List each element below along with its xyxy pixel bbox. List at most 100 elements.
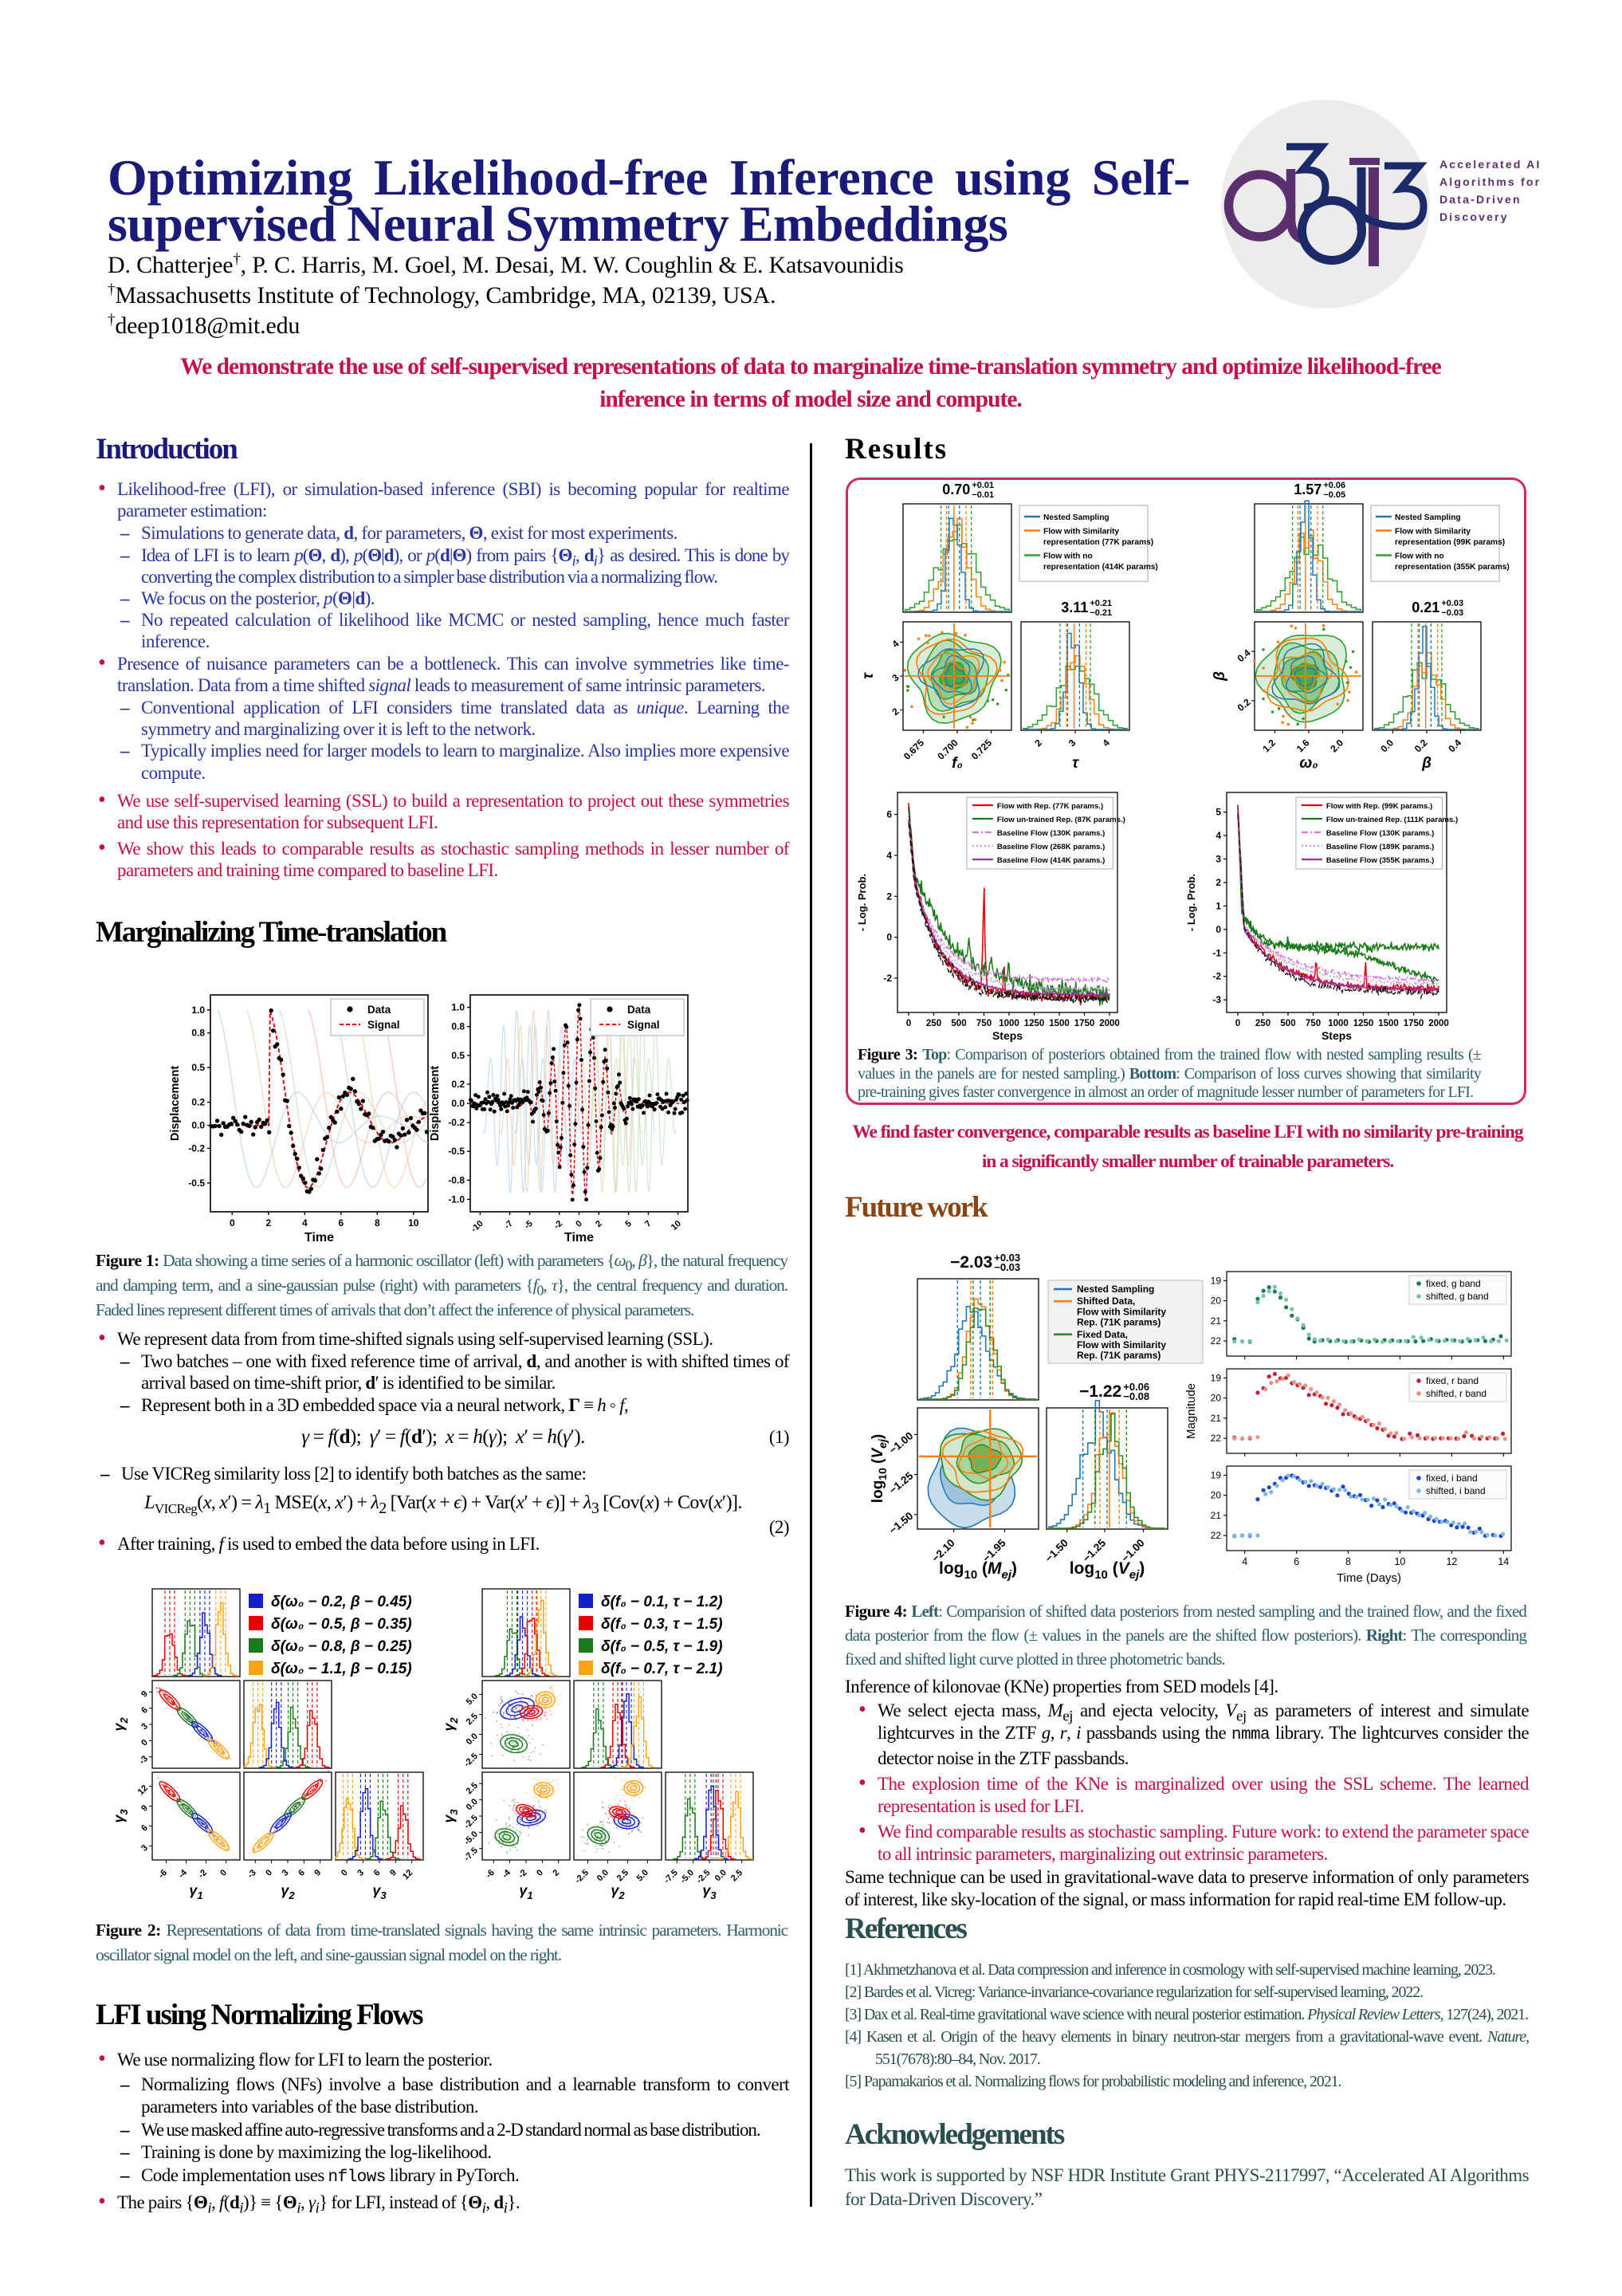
svg-text:6: 6 — [139, 1705, 150, 1716]
svg-text:2: 2 — [886, 890, 892, 902]
svg-text:−0.01: −0.01 — [972, 490, 994, 500]
svg-text:Flow with Similarity: Flow with Similarity — [1043, 528, 1119, 537]
svg-text:Accelerated AI: Accelerated AI — [1439, 158, 1541, 171]
svg-text:10: 10 — [408, 1217, 419, 1229]
svg-text:0.0: 0.0 — [465, 1732, 480, 1747]
svg-text:0: 0 — [886, 932, 892, 943]
svg-text:21: 21 — [1211, 1413, 1222, 1424]
svg-text:-0.5: -0.5 — [448, 1146, 465, 1157]
svg-text:0.2: 0.2 — [451, 1079, 465, 1090]
svg-text:Nested Sampling: Nested Sampling — [1395, 513, 1461, 522]
svg-text:fixed, g band: fixed, g band — [1426, 1278, 1481, 1289]
svg-text:Shifted Data,: Shifted Data, — [1077, 1295, 1135, 1307]
svg-text:−1.50: −1.50 — [1043, 1537, 1070, 1565]
svg-text:0.8: 0.8 — [191, 1028, 205, 1039]
svg-text:0.0: 0.0 — [713, 1868, 729, 1883]
svg-text:shifted, g band: shifted, g band — [1426, 1291, 1489, 1302]
svg-text:-5.0: -5.0 — [678, 1868, 696, 1885]
svg-text:Flow with Similarity: Flow with Similarity — [1077, 1306, 1166, 1317]
svg-text:+0.03: +0.03 — [1441, 599, 1463, 608]
svg-text:Data-Driven: Data-Driven — [1439, 193, 1522, 206]
svg-text:0.0: 0.0 — [451, 1098, 465, 1109]
svg-text:Baseline Flow (414K params.): Baseline Flow (414K params.) — [997, 856, 1105, 865]
svg-text:γ3: γ3 — [441, 1809, 460, 1823]
svg-text:+0.21: +0.21 — [1090, 599, 1112, 608]
svg-text:6: 6 — [297, 1868, 307, 1878]
svg-text:τ: τ — [860, 672, 877, 679]
svg-text:β: β — [1421, 755, 1432, 772]
svg-text:5: 5 — [1216, 807, 1221, 818]
svg-text:Displacement: Displacement — [169, 1066, 182, 1141]
svg-text:0: 0 — [230, 1217, 235, 1229]
svg-text:-2.5: -2.5 — [462, 1751, 480, 1769]
svg-text:τ: τ — [1072, 755, 1079, 772]
svg-text:-5: -5 — [523, 1219, 535, 1231]
svg-text:6: 6 — [1294, 1556, 1299, 1567]
svg-text:Data: Data — [627, 1004, 651, 1016]
svg-text:-7: -7 — [503, 1219, 515, 1231]
svg-text:4: 4 — [886, 850, 892, 861]
svg-text:500: 500 — [1280, 1019, 1295, 1028]
svg-text:3: 3 — [281, 1868, 291, 1878]
svg-text:−0.08: −0.08 — [1123, 1390, 1149, 1402]
svg-text:1.2: 1.2 — [1260, 737, 1278, 754]
svg-text:-2: -2 — [883, 973, 892, 984]
svg-text:δ(f₀ − 0.1, τ − 1.2): δ(f₀ − 0.1, τ − 1.2) — [601, 1594, 723, 1610]
svg-text:0.4: 0.4 — [1446, 737, 1463, 754]
svg-text:Flow with Similarity: Flow with Similarity — [1077, 1339, 1166, 1350]
svg-text:20: 20 — [1211, 1393, 1222, 1404]
svg-text:20: 20 — [1211, 1490, 1222, 1501]
svg-text:0: 0 — [264, 1868, 274, 1878]
svg-text:22: 22 — [1211, 1433, 1222, 1444]
svg-text:Baseline Flow (130K params.): Baseline Flow (130K params.) — [1326, 829, 1434, 838]
svg-text:0: 0 — [535, 1868, 545, 1878]
svg-text:1.0: 1.0 — [191, 1005, 205, 1016]
svg-text:−2.03: −2.03 — [950, 1253, 992, 1272]
svg-text:- Log. Prob.: - Log. Prob. — [1185, 874, 1197, 931]
svg-text:representation (355K params): representation (355K params) — [1395, 563, 1510, 572]
svg-text:1250: 1250 — [1353, 1019, 1374, 1028]
svg-text:2: 2 — [551, 1868, 561, 1878]
svg-text:0.2: 0.2 — [1412, 737, 1430, 754]
svg-text:Displacement: Displacement — [429, 1066, 442, 1141]
svg-text:0.70: 0.70 — [942, 482, 970, 497]
svg-text:log10 (Mej): log10 (Mej) — [939, 1559, 1017, 1582]
svg-text:3: 3 — [1066, 737, 1078, 749]
svg-text:-2: -2 — [516, 1868, 528, 1880]
svg-text:-2: -2 — [1212, 971, 1221, 982]
svg-text:−0.03: −0.03 — [994, 1261, 1020, 1273]
svg-text:3: 3 — [139, 1843, 150, 1854]
svg-text:1.57: 1.57 — [1294, 482, 1322, 497]
svg-text:Magnitude: Magnitude — [1184, 1383, 1198, 1439]
svg-text:Steps: Steps — [1322, 1029, 1352, 1042]
svg-text:4: 4 — [302, 1217, 308, 1229]
svg-text:2: 2 — [1032, 737, 1044, 749]
svg-text:0: 0 — [574, 1219, 584, 1229]
svg-text:2: 2 — [594, 1219, 604, 1229]
svg-text:0: 0 — [340, 1868, 350, 1878]
svg-text:2000: 2000 — [1099, 1019, 1120, 1028]
svg-text:Time: Time — [564, 1231, 594, 1244]
svg-text:γ3: γ3 — [372, 1882, 387, 1901]
svg-text:Time (Days): Time (Days) — [1337, 1571, 1401, 1585]
svg-text:5: 5 — [623, 1219, 634, 1229]
svg-text:1: 1 — [1216, 900, 1221, 911]
svg-text:Algorithms for: Algorithms for — [1439, 175, 1541, 188]
svg-text:4: 4 — [1100, 737, 1112, 749]
svg-text:−1.00: −1.00 — [887, 1429, 916, 1456]
svg-text:+0.06: +0.06 — [1123, 1381, 1149, 1393]
svg-text:1.0: 1.0 — [451, 1002, 465, 1013]
svg-text:δ(ω₀ − 1.1, β − 0.15): δ(ω₀ − 1.1, β − 0.15) — [271, 1661, 412, 1677]
svg-text:−1.25: −1.25 — [887, 1469, 916, 1496]
svg-text:-4: -4 — [177, 1867, 190, 1880]
svg-text:1000: 1000 — [1328, 1019, 1349, 1028]
svg-text:-1: -1 — [1212, 947, 1221, 958]
svg-text:Data: Data — [367, 1004, 391, 1016]
svg-text:0.0: 0.0 — [465, 1797, 480, 1812]
svg-text:f₀: f₀ — [952, 755, 963, 772]
svg-text:3: 3 — [139, 1721, 150, 1732]
svg-text:Signal: Signal — [627, 1019, 660, 1031]
svg-text:5.0: 5.0 — [635, 1868, 650, 1883]
svg-text:4: 4 — [890, 638, 901, 650]
svg-text:0: 0 — [1235, 1019, 1240, 1028]
